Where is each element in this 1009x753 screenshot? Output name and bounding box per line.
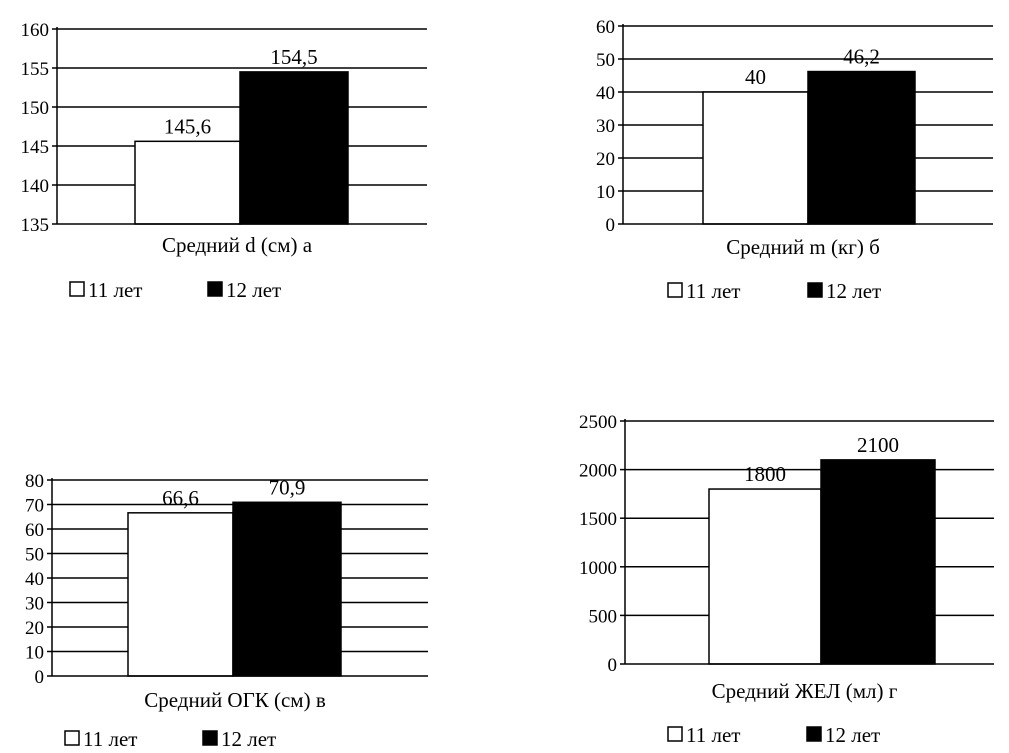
y-tick-label: 20 (25, 618, 44, 639)
y-tick-label: 60 (596, 17, 615, 38)
y-tick-label: 140 (21, 176, 50, 197)
data-label: 1800 (744, 462, 786, 486)
bar-12 (239, 71, 349, 225)
legend: 11 лет 12 лет (69, 278, 281, 302)
legend-label: 12 лет (226, 278, 281, 302)
y-tick-label: 10 (25, 643, 44, 664)
y-tick-label: 160 (21, 20, 50, 41)
legend-label: 12 лет (221, 727, 276, 751)
legend-swatch (207, 281, 223, 297)
chart-1: 135 140 145 150 155 160 145,6 154,5 Средний d (с… (21, 20, 427, 302)
x-axis-label: Средний m (кг) б (726, 235, 880, 259)
legend: 11 лет 12 лет (64, 727, 276, 751)
y-tick-label: 60 (25, 520, 44, 541)
x-axis-label: Средний d (см) а (162, 233, 313, 257)
data-label: 66,6 (162, 486, 199, 510)
y-tick-label: 0 (608, 655, 618, 676)
y-tick-label: 40 (596, 83, 615, 104)
data-label: 46,2 (843, 45, 880, 69)
legend-label: 12 лет (826, 279, 881, 303)
legend-label: 11 лет (686, 279, 740, 303)
y-tick-label: 0 (606, 215, 616, 236)
legend-label: 11 лет (83, 727, 137, 751)
bar-11 (134, 140, 241, 225)
legend-label: 11 лет (686, 723, 740, 747)
data-label: 145,6 (164, 114, 211, 138)
x-axis-label: Средний ЖЕЛ (мл) г (712, 679, 898, 703)
bar-12 (807, 70, 916, 225)
y-tick-label: 80 (25, 471, 44, 492)
y-tick-label: 145 (21, 137, 50, 158)
legend-swatch (667, 726, 683, 742)
legend: 11 лет 12 лет (667, 279, 881, 303)
legend-swatch (64, 730, 80, 746)
legend-swatch (667, 282, 683, 298)
y-tick-label: 1000 (579, 558, 617, 579)
chart-2: 0 10 20 30 40 50 60 40 46,2 Средний m (кг) б 11 ле… (596, 17, 993, 303)
y-tick-label: 10 (596, 182, 615, 203)
chart-4: 0 500 1000 1500 2000 2500 1800 2100 Средний ЖЕЛ … (579, 412, 994, 747)
chart-3: 0 10 20 30 40 50 60 70 80 66,6 70,9 Средний ОГК (см… (25, 471, 428, 751)
legend-swatch (202, 730, 218, 746)
x-axis-label: Средний ОГК (см) в (144, 688, 326, 712)
bar-11 (708, 488, 822, 665)
y-tick-label: 2500 (579, 412, 617, 433)
legend: 11 лет 12 лет (667, 723, 880, 747)
y-tick-label: 155 (21, 59, 50, 80)
y-tick-label: 500 (589, 606, 618, 627)
y-tick-label: 30 (596, 116, 615, 137)
legend-label: 11 лет (88, 278, 142, 302)
bar-12 (232, 501, 342, 677)
data-label: 2100 (857, 433, 899, 457)
y-tick-label: 30 (25, 594, 44, 615)
bar-12 (820, 459, 936, 665)
y-tick-label: 1500 (579, 509, 617, 530)
y-tick-label: 40 (25, 569, 44, 590)
legend-swatch (807, 282, 823, 298)
y-tick-label: 50 (25, 545, 44, 566)
data-label: 40 (745, 65, 766, 89)
bar-11 (127, 512, 234, 677)
y-tick-label: 50 (596, 50, 615, 71)
data-label: 70,9 (269, 475, 306, 499)
y-tick-label: 2000 (579, 461, 617, 482)
y-tick-label: 135 (21, 215, 50, 236)
y-tick-label: 150 (21, 98, 50, 119)
data-label: 154,5 (270, 45, 317, 69)
y-tick-label: 20 (596, 149, 615, 170)
legend-label: 12 лет (825, 723, 880, 747)
legend-swatch (69, 281, 85, 297)
legend-swatch (806, 726, 822, 742)
bar-11 (702, 91, 809, 225)
y-tick-label: 0 (35, 667, 45, 688)
y-tick-label: 70 (25, 496, 44, 517)
